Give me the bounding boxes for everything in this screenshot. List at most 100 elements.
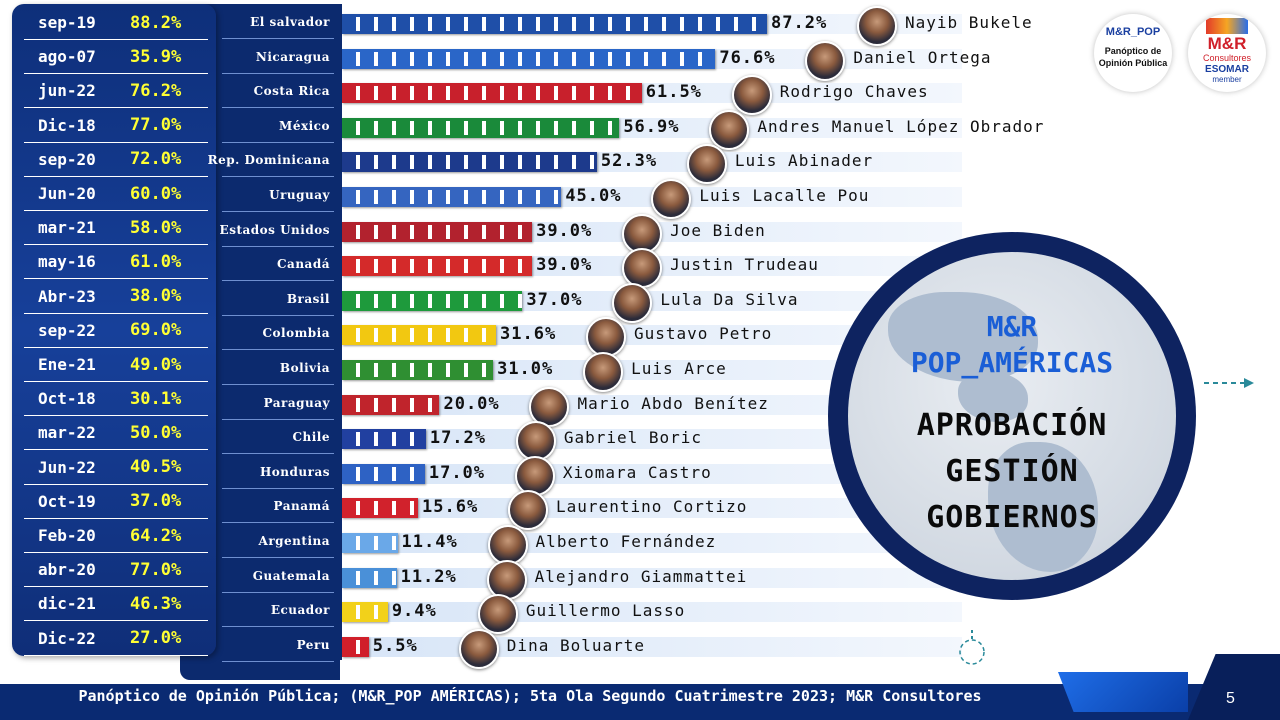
historical-row: sep-22 69.0% [24, 314, 208, 348]
historical-row: Dic-22 27.0% [24, 622, 208, 656]
country-divider [222, 626, 334, 628]
historical-row: Dic-18 77.0% [24, 109, 208, 143]
leader-avatar [514, 455, 555, 496]
historical-value: 72.0% [130, 149, 182, 170]
historical-value: 50.0% [130, 422, 182, 443]
historical-row: abr-20 77.0% [24, 553, 208, 588]
bar-value-label: 20.0% [443, 393, 500, 414]
historical-value: 77.0% [130, 559, 182, 580]
country-label: Canadá [277, 257, 330, 272]
historical-row: ago-07 35.9% [24, 40, 208, 75]
country-label: Peru [296, 637, 330, 652]
footer-source-text: Panóptico de Opinión Pública; (M&R_POP A… [78, 687, 982, 705]
historical-date: Dic-18 [38, 115, 96, 135]
country-label: El salvador [250, 15, 330, 29]
historical-row: Oct-19 37.0% [24, 485, 208, 519]
bar-value-label: 31.6% [500, 324, 557, 345]
country-label: Uruguay [269, 188, 330, 202]
approval-bar [342, 463, 425, 484]
approval-bar [342, 152, 597, 173]
historical-value: 58.0% [130, 217, 182, 238]
historical-row: Abr-23 38.0% [24, 280, 208, 314]
bar-value-label: 76.6% [719, 47, 776, 68]
country-divider [222, 487, 334, 489]
mr-consultores-logo: M&R Consultores ESOMAR member [1188, 14, 1266, 92]
circle-title-line2: POP_AMÉRICAS [910, 346, 1114, 379]
country-label: Rep. Dominicana [207, 153, 330, 168]
chart-axis [340, 4, 342, 660]
approval-bar [342, 187, 562, 207]
historical-date: Jun-20 [38, 184, 96, 203]
historical-value: 76.2% [130, 80, 182, 101]
leader-name: Alejandro Giammattei [534, 566, 748, 586]
leader-avatar [731, 75, 772, 116]
leader-name: Xiomara Castro [562, 462, 712, 482]
leader-avatar [458, 628, 499, 669]
arrow-right-icon [1204, 378, 1254, 388]
approval-bar [342, 636, 369, 657]
country-label: Argentina [258, 534, 330, 548]
country-divider [222, 245, 334, 247]
bar-track [342, 429, 962, 450]
approval-bar [342, 394, 440, 415]
bar-value-label: 11.2% [400, 566, 457, 587]
map-north-america [888, 292, 1038, 382]
mr-logo-mark: M&R [1207, 34, 1247, 53]
approval-bar [342, 360, 494, 380]
bar-value-label: 61.5% [645, 82, 702, 103]
country-label: Paraguay [263, 395, 330, 410]
historical-date: Dic-22 [38, 628, 96, 648]
map-south-america [988, 442, 1098, 572]
bar-track [342, 463, 962, 484]
mr-logo-sub: Consultores [1202, 53, 1252, 63]
leader-name: Guillermo Lasso [525, 601, 686, 621]
bar-value-label: 87.2% [771, 13, 828, 33]
leader-avatar [805, 40, 846, 81]
historical-date: Oct-19 [38, 491, 96, 511]
historical-value: 27.0% [130, 628, 182, 649]
leader-name: Daniel Ortega [853, 47, 992, 67]
historical-value: 46.3% [130, 593, 182, 614]
bar-value-label: 17.0% [428, 462, 486, 483]
bar-track [342, 325, 962, 346]
country-divider [222, 72, 334, 74]
historical-row: Oct-18 30.1% [24, 382, 208, 417]
historical-date: abr-20 [38, 560, 96, 580]
historical-value: 88.2% [130, 12, 182, 33]
leader-avatar [686, 144, 727, 185]
country-label: Estados Unidos [219, 222, 330, 237]
leader-name: Luis Arce [631, 359, 727, 378]
leader-avatar [586, 317, 626, 358]
country-label: Colombia [262, 326, 330, 341]
map-central-america [958, 372, 1028, 422]
leader-name: Dina Boluarte [506, 635, 646, 655]
country-label: México [279, 118, 330, 133]
approval-bar [342, 290, 523, 311]
bar-value-label: 52.3% [600, 151, 658, 172]
historical-date: mar-21 [38, 218, 96, 238]
historical-value: 30.1% [130, 388, 182, 409]
historical-value: 40.5% [130, 457, 182, 478]
country-divider [222, 314, 334, 316]
country-label: Honduras [259, 464, 330, 479]
leader-name: Luis Abinader [734, 151, 874, 171]
country-divider [222, 591, 334, 593]
bar-track [342, 360, 962, 380]
approval-bar [342, 14, 767, 34]
country-divider [222, 557, 334, 558]
leader-avatar [622, 213, 663, 254]
footer-dark-corner [1188, 654, 1280, 720]
bar-value-label: 37.0% [526, 289, 583, 310]
approval-bar [342, 429, 426, 450]
circle-subtitle-line2: GESTIÓN [945, 454, 1079, 489]
leader-name: Andres Manuel López Obrador [757, 116, 1045, 136]
bar-track [342, 498, 962, 519]
historical-date: sep-20 [38, 149, 96, 169]
pop-logo-text1: Panóptico de [1104, 46, 1162, 56]
country-divider [222, 38, 334, 39]
historical-date: Abr-23 [38, 286, 96, 306]
leader-name: Gustavo Petro [634, 324, 773, 344]
mr-logo-esomar: ESOMAR [1205, 64, 1249, 75]
mr-logo-member: member [1212, 75, 1242, 84]
historical-date: sep-22 [38, 320, 96, 340]
